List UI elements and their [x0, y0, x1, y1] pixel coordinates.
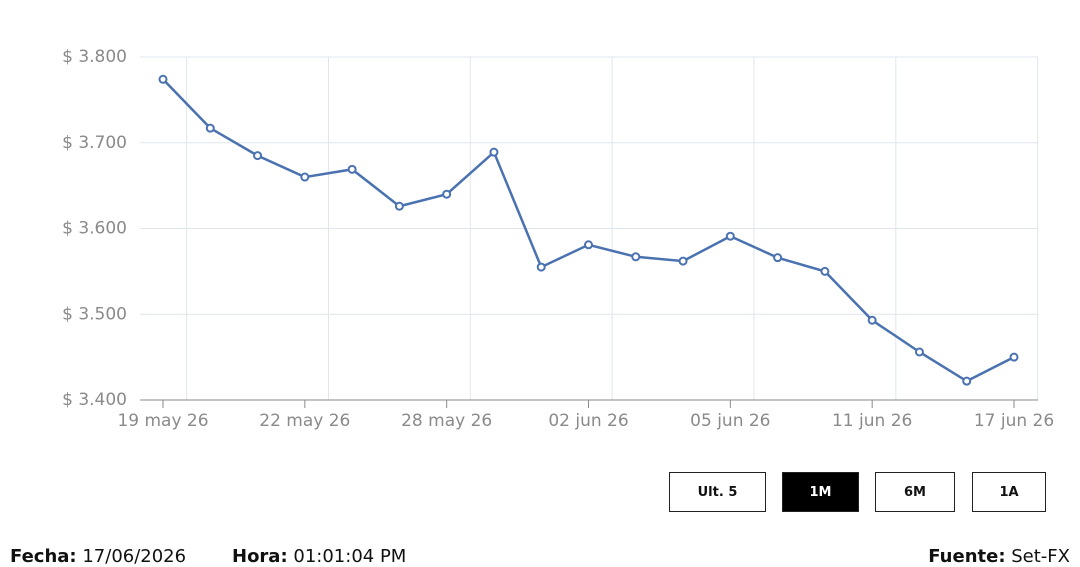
- x-tick-label: 02 jun 26: [548, 411, 628, 431]
- source-info: Fuente: Set-FX: [928, 546, 1070, 567]
- point: [442, 189, 452, 199]
- point: [394, 201, 404, 211]
- point: [253, 151, 263, 161]
- range-button[interactable]: 6M: [875, 472, 955, 512]
- x-tick-label: 05 jun 26: [690, 411, 770, 431]
- point: [962, 376, 972, 386]
- value: Set-FX: [1011, 546, 1070, 567]
- label: Fecha:: [10, 546, 77, 567]
- value: 01:01:04 PM: [293, 546, 407, 567]
- point: [678, 256, 688, 266]
- x-tick-label: 22 may 26: [259, 411, 350, 431]
- point: [631, 252, 641, 262]
- point: [773, 253, 783, 263]
- label: Hora:: [232, 546, 288, 567]
- range-button[interactable]: 1M: [782, 472, 859, 512]
- point: [205, 123, 215, 133]
- point: [725, 231, 735, 241]
- point: [914, 347, 924, 357]
- value: 17/06/2026: [82, 546, 187, 567]
- range-button[interactable]: 1A: [972, 472, 1046, 512]
- y-tick-label: $ 3.500: [62, 304, 127, 324]
- chart: $ 3.400 $ 3.500 $ 3.600 $ 3.700 $ 3.800 19 ma…: [62, 47, 1054, 431]
- time-info: Hora: 01:01:04 PM: [232, 546, 406, 567]
- point: [867, 315, 877, 325]
- date-info: Fecha: 17/06/2026: [10, 546, 186, 567]
- y-tick-label: $ 3.800: [62, 47, 127, 67]
- y-tick-label: $ 3.400: [62, 390, 127, 410]
- point: [584, 240, 593, 250]
- line: [162, 78, 1015, 383]
- point: [820, 266, 830, 276]
- point: [300, 172, 310, 182]
- point: [1009, 352, 1019, 362]
- y-tick-label: $ 3.700: [62, 133, 127, 153]
- point: [536, 262, 546, 272]
- x-tick-label: 19 may 26: [117, 411, 208, 431]
- x-tick-label: 11 jun 26: [832, 411, 912, 431]
- range-button[interactable]: Ult. 5: [669, 472, 766, 512]
- point: [347, 164, 357, 174]
- x-tick-label: 28 may 26: [401, 411, 492, 431]
- y-tick-label: $ 3.600: [62, 219, 127, 239]
- point: [158, 74, 168, 84]
- label: Fuente:: [928, 546, 1006, 567]
- point: [489, 147, 499, 157]
- x-tick-label: 17 jun 26: [974, 411, 1054, 431]
